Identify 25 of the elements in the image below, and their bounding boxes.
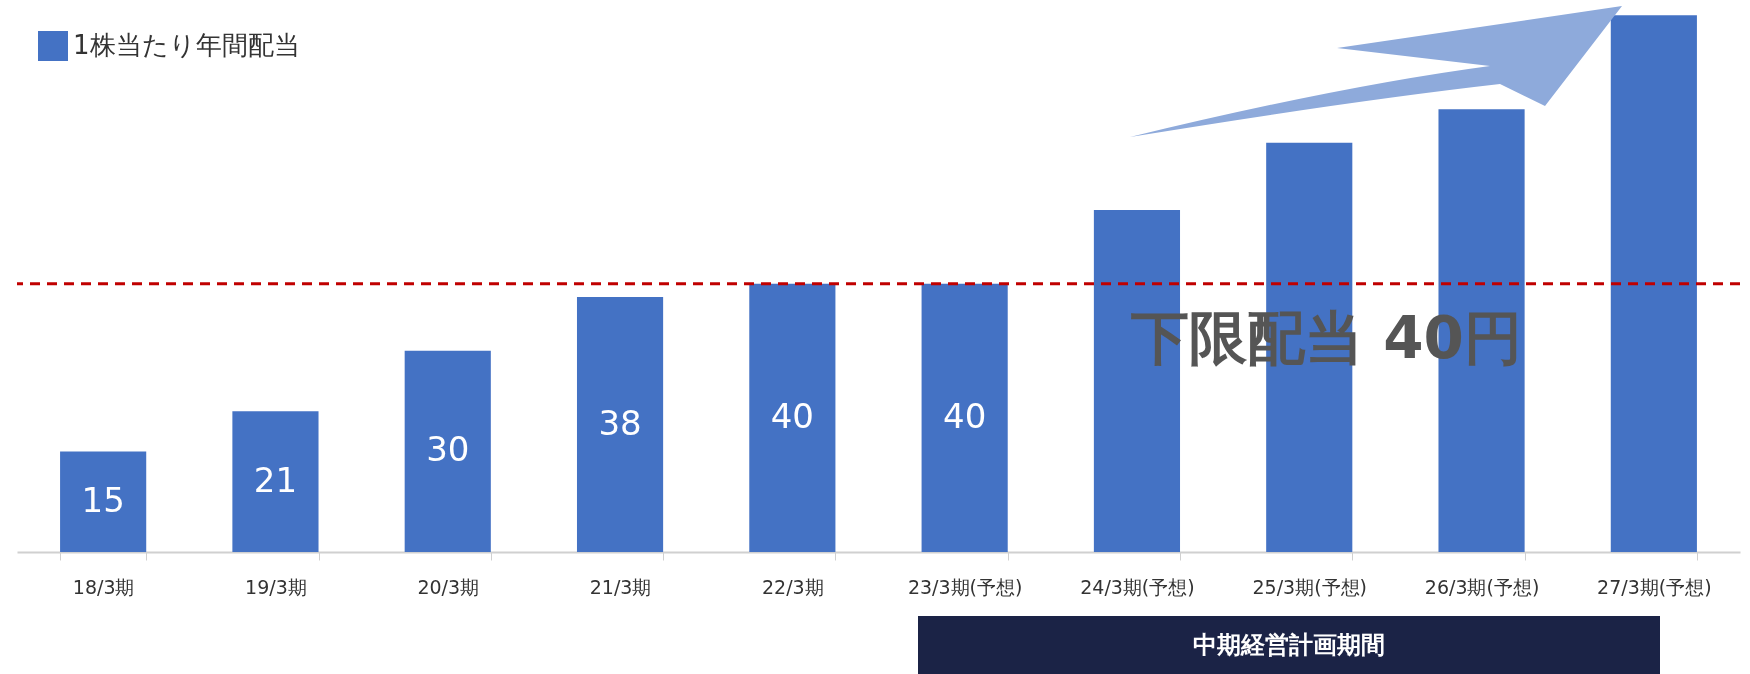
data-label: 21 <box>253 459 298 500</box>
data-label: 40 <box>770 395 814 436</box>
x-tick-label: 22/3期 <box>762 575 824 598</box>
data-label: 30 <box>426 429 470 470</box>
bar <box>60 451 147 552</box>
text: 中期経営計画期間 <box>917 616 1660 674</box>
data-label: 38 <box>598 402 642 443</box>
x-tick-label: 18/3期 <box>72 575 135 598</box>
bar <box>232 411 319 552</box>
bar <box>1610 15 1697 552</box>
bar <box>576 297 664 552</box>
bar <box>921 283 1008 552</box>
data-label: 15 <box>81 479 125 520</box>
x-tick-label: 27/3期(予想) <box>1597 575 1712 598</box>
x-tick-label: 20/3期 <box>417 575 480 598</box>
x-tick-label: 25/3期(予想) <box>1252 575 1367 598</box>
legend-label: 1株当たり年間配当 <box>73 30 300 60</box>
x-tick-label: 19/3期 <box>245 575 307 598</box>
data-label: 40 <box>943 395 987 436</box>
x-tick-label: 26/3期(予想) <box>1424 575 1540 598</box>
bar <box>749 283 836 552</box>
x-tick-label: 23/3期(予想) <box>907 575 1023 598</box>
x-tick-label: 21/3期 <box>589 575 652 598</box>
x-tick-label: 24/3期(予想) <box>1080 575 1195 598</box>
bar <box>404 350 491 552</box>
